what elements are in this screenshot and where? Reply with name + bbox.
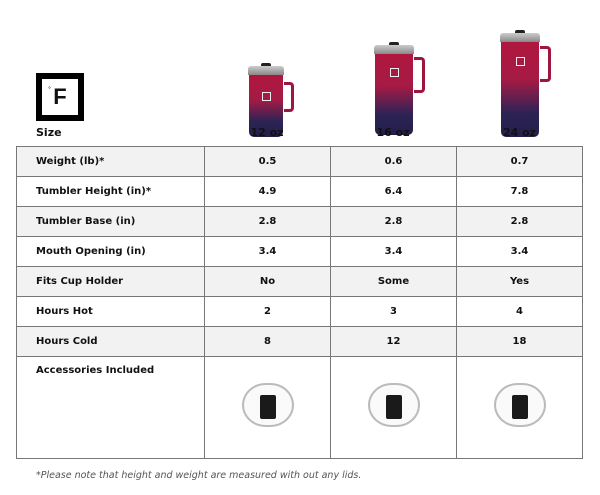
- mug-12oz-image: [248, 63, 294, 137]
- row-label: Weight (lb)*: [16, 146, 205, 177]
- lid-image: [367, 383, 420, 427]
- row-value: 3.4: [330, 236, 457, 267]
- row-value: No: [204, 266, 331, 297]
- row-value: 2.8: [456, 206, 583, 237]
- size-12oz: 12 oz: [250, 126, 284, 139]
- brand-logo: ° F: [36, 73, 84, 121]
- row-label: Hours Cold: [16, 326, 205, 357]
- mug-24oz-image: [500, 30, 551, 137]
- row-value: 12: [330, 326, 457, 357]
- row-label: Tumbler Base (in): [16, 206, 205, 237]
- table-row: Mouth Opening (in) 3.4 3.4 3.4: [16, 236, 583, 267]
- size-16oz: 16 oz: [376, 126, 410, 139]
- row-value: 2.8: [330, 206, 457, 237]
- row-value: 6.4: [330, 176, 457, 207]
- row-value: 8: [204, 326, 331, 357]
- row-label: Tumbler Height (in)*: [16, 176, 205, 207]
- table-row: Tumbler Height (in)* 4.9 6.4 7.8: [16, 176, 583, 207]
- row-value: 4.9: [204, 176, 331, 207]
- comparison-table: Weight (lb)* 0.5 0.6 0.7 Tumbler Height (in)…: [16, 146, 583, 459]
- table-row: Weight (lb)* 0.5 0.6 0.7: [16, 146, 583, 177]
- row-value: 0.5: [204, 146, 331, 177]
- footnote: *Please note that height and weight are …: [36, 470, 362, 481]
- row-label: Hours Hot: [16, 296, 205, 327]
- table-row: Tumbler Base (in) 2.8 2.8 2.8: [16, 206, 583, 237]
- row-label: Fits Cup Holder: [16, 266, 205, 297]
- row-value: 0.6: [330, 146, 457, 177]
- row-value: 3.4: [456, 236, 583, 267]
- size-label: Size: [36, 126, 62, 139]
- row-value: 18: [456, 326, 583, 357]
- row-label: Mouth Opening (in): [16, 236, 205, 267]
- table-row: Hours Hot 2 3 4: [16, 296, 583, 327]
- row-value: 0.7: [456, 146, 583, 177]
- row-value: 2.8: [204, 206, 331, 237]
- row-value: Yes: [456, 266, 583, 297]
- row-label: Accessories Included: [16, 356, 205, 459]
- lid-image: [241, 383, 294, 427]
- row-value: Some: [330, 266, 457, 297]
- accessory-cell: [204, 356, 331, 459]
- table-row: Fits Cup Holder No Some Yes: [16, 266, 583, 297]
- table-row: Hours Cold 8 12 18: [16, 326, 583, 357]
- row-value: 4: [456, 296, 583, 327]
- accessory-cell: [456, 356, 583, 459]
- lid-image: [493, 383, 546, 427]
- mug-16oz-image: [374, 42, 425, 135]
- row-value: 3: [330, 296, 457, 327]
- row-value: 3.4: [204, 236, 331, 267]
- size-24oz: 24 oz: [502, 126, 537, 139]
- row-value: 7.8: [456, 176, 583, 207]
- table-row-accessories: Accessories Included: [16, 356, 583, 459]
- row-value: 2: [204, 296, 331, 327]
- accessory-cell: [330, 356, 457, 459]
